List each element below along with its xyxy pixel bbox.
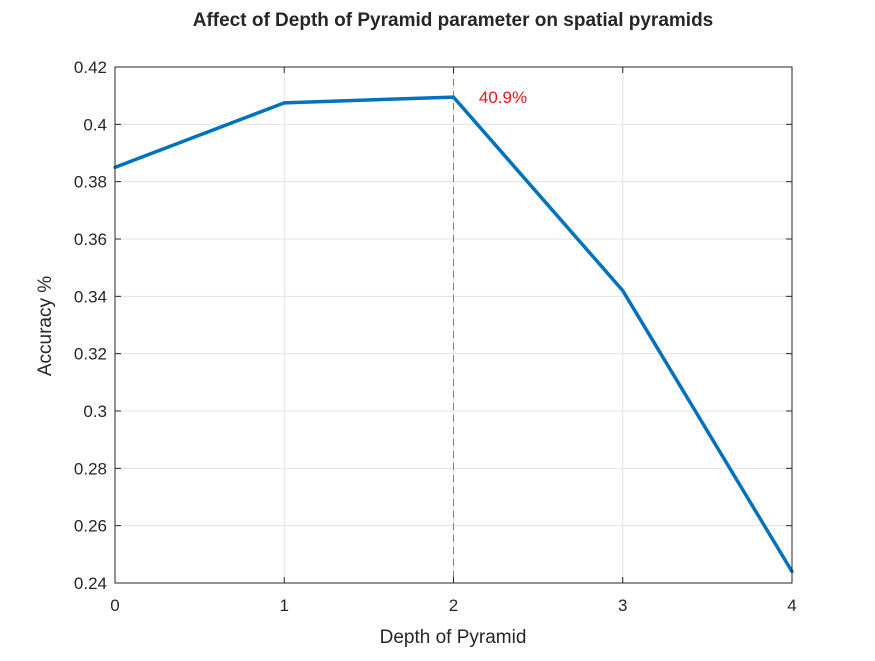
- y-tick-label: 0.26: [74, 517, 107, 536]
- y-tick-label: 0.24: [74, 574, 107, 593]
- peak-annotation: 40.9%: [479, 88, 527, 107]
- x-tick-label: 4: [787, 596, 796, 615]
- x-tick-label: 3: [618, 596, 627, 615]
- y-tick-label: 0.38: [74, 173, 107, 192]
- y-tick-label: 0.34: [74, 287, 107, 306]
- data-point: [451, 95, 456, 99]
- x-tick-label: 2: [449, 596, 458, 615]
- y-tick-label: 0.28: [74, 459, 107, 478]
- x-tick-label: 1: [280, 596, 289, 615]
- y-tick-label: 0.42: [74, 58, 107, 77]
- series-layer: [113, 95, 794, 574]
- chart-title: Affect of Depth of Pyramid parameter on …: [193, 10, 714, 31]
- x-tick-label: 0: [110, 596, 119, 615]
- y-tick-label: 0.4: [83, 115, 107, 134]
- y-tick-label: 0.36: [74, 230, 107, 249]
- data-point: [621, 289, 625, 293]
- x-axis-tick-labels: 0 1 2 3 4: [110, 596, 796, 615]
- y-tick-label: 0.3: [83, 402, 107, 421]
- y-axis-tick-labels: 0.24 0.26 0.28 0.3 0.32 0.34 0.36 0.38 0.4 0.42: [74, 58, 107, 593]
- y-tick-label: 0.32: [74, 345, 107, 364]
- axis-ticks: [114, 66, 793, 584]
- y-axis-label: Accuracy %: [35, 276, 56, 376]
- data-point: [282, 101, 286, 105]
- x-axis-label: Depth of Pyramid: [380, 627, 527, 648]
